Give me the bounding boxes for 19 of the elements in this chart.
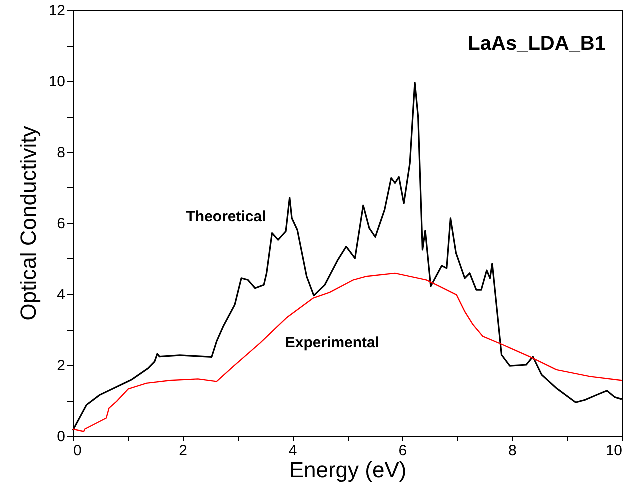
y-tick-label: 8: [57, 144, 66, 162]
y-tick-label: 10: [48, 74, 66, 90]
x-tick-label: 0: [74, 442, 82, 460]
x-axis-title: Energy (eV): [289, 458, 407, 482]
x-tick-label: 6: [398, 442, 408, 460]
series-label: Experimental: [285, 334, 380, 352]
annotation: LaAs_LDA_B1: [468, 33, 606, 55]
y-tick-label: 6: [57, 216, 66, 232]
y-tick-label: 0: [57, 428, 66, 446]
line-series: [72, 272, 623, 432]
x-tick-label: 2: [179, 442, 188, 460]
y-tick-label: 2: [57, 358, 66, 374]
y-tick-label: 4: [57, 286, 66, 304]
y-axis-title: Optical Conductivity: [16, 126, 41, 321]
x-tick-label: 10: [606, 442, 622, 460]
x-tick-label: 8: [508, 442, 517, 460]
series-label: Theoretical: [186, 208, 266, 226]
x-tick-label: 4: [288, 442, 298, 460]
y-tick-label: 12: [48, 2, 66, 20]
